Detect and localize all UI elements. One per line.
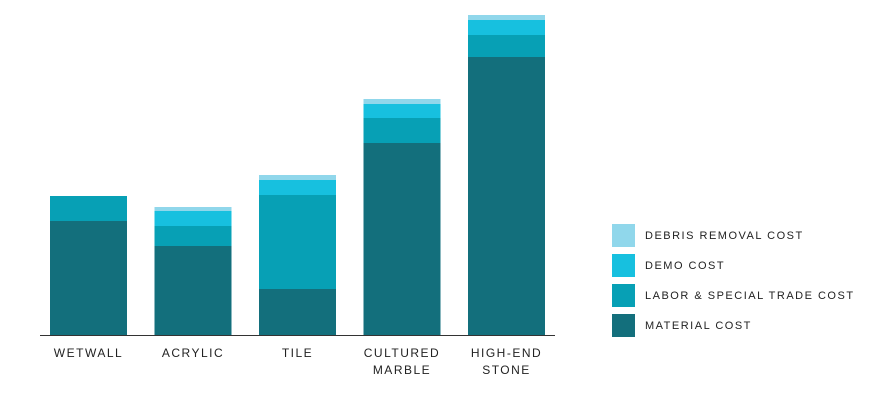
bar-segment (363, 143, 441, 335)
legend-swatch (612, 224, 635, 247)
bar-segment (468, 15, 545, 20)
x-tick-label: TILE (282, 346, 313, 360)
bar-segment (468, 20, 545, 35)
legend-label: MATERIAL COST (645, 320, 752, 332)
bar-segment (259, 180, 336, 195)
legend-swatch (612, 254, 635, 277)
bar-segment (363, 99, 441, 104)
bar-segment (259, 195, 336, 289)
bar-segment (468, 57, 545, 335)
bar-segment (468, 35, 545, 57)
legend-label: DEMO COST (645, 260, 725, 272)
bar-segment (259, 289, 336, 335)
legend-swatch (612, 314, 635, 337)
legend-swatch (612, 284, 635, 307)
legend-label: LABOR & SPECIAL TRADE COST (645, 290, 855, 302)
bar-segment (50, 221, 127, 335)
bar-segment (154, 226, 232, 246)
bar-segment (363, 118, 441, 143)
bar-segment (50, 196, 127, 221)
legend-label: DEBRIS REMOVAL COST (645, 230, 804, 242)
x-tick-label: HIGH-END STONE (471, 346, 542, 377)
x-tick-label: WETWALL (54, 346, 123, 360)
x-tick-label: CULTURED MARBLE (364, 346, 440, 377)
bar-segment (154, 211, 232, 226)
bar-segment (259, 175, 336, 180)
x-tick-label: ACRYLIC (162, 346, 224, 360)
bar-segment (363, 104, 441, 118)
bar-segment (154, 246, 232, 335)
bar-segment (154, 207, 232, 211)
